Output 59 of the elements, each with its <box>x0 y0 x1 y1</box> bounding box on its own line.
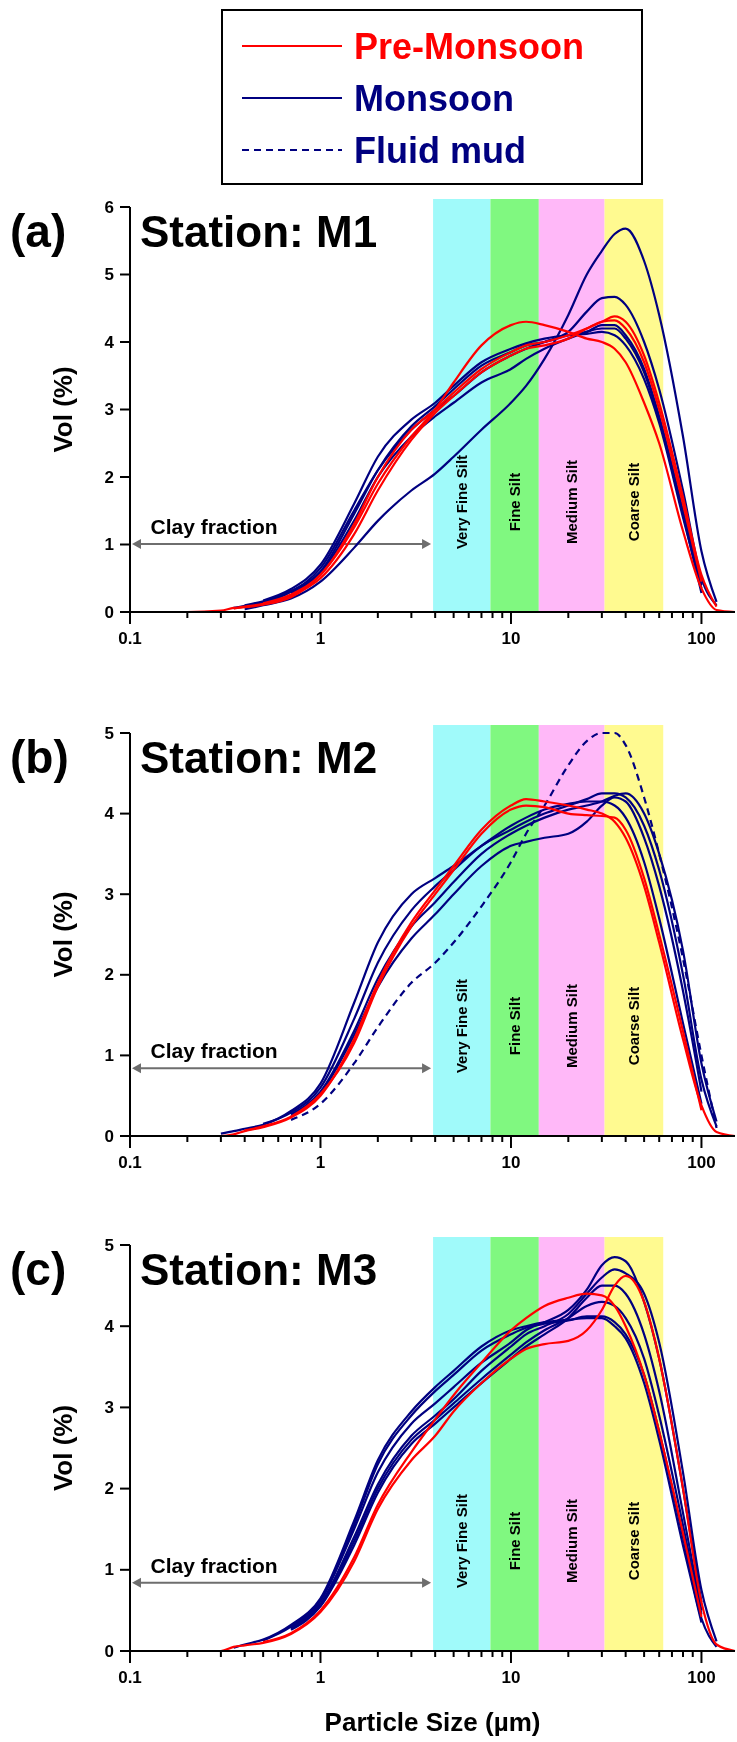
x-tick-label: 100 <box>687 1153 716 1172</box>
chart-title: Station: M2 <box>140 733 378 782</box>
y-tick-label: 0 <box>104 602 114 622</box>
x-tick-label: 0.1 <box>118 629 142 648</box>
band-label: Coarse Silt <box>625 462 643 542</box>
y-tick-label: 4 <box>104 332 115 352</box>
band-label: Very Fine Silt <box>453 1493 471 1589</box>
legend-label: Pre-Monsoon <box>354 25 584 67</box>
y-tick-label: 4 <box>104 804 115 824</box>
y-tick-label: 1 <box>104 535 114 554</box>
band-label: Fine Silt <box>506 996 524 1056</box>
y-tick-label: 5 <box>104 265 114 284</box>
text: Fluid mud <box>354 129 526 171</box>
y-tick-label: 2 <box>104 965 114 985</box>
y-tick-label: 3 <box>104 884 114 904</box>
band-label: Medium Silt <box>563 1498 581 1584</box>
x-tick-label: 100 <box>687 1668 716 1687</box>
x-tick-label: 10 <box>501 1668 521 1687</box>
chart-title: Station: M1 <box>140 207 378 256</box>
x-tick-label: 10 <box>501 629 521 648</box>
y-tick-label: 2 <box>104 467 114 487</box>
y-tick-label: 3 <box>104 400 114 419</box>
y-tick-label: 6 <box>104 197 114 217</box>
y-tick-label: 1 <box>104 1560 114 1580</box>
y-tick-label: 4 <box>104 1316 115 1336</box>
band-label: Very Fine Silt <box>453 978 471 1074</box>
chart-subtitle: (c) <box>10 1243 67 1295</box>
y-tick-label: 2 <box>104 1479 114 1499</box>
y-axis-title: Vol (%) <box>48 1404 78 1492</box>
annotation: Clay fraction <box>150 1553 278 1577</box>
legend-label: Monsoon <box>354 77 514 119</box>
band-label: Medium Silt <box>563 459 581 545</box>
y-tick-label: 0 <box>104 1641 114 1661</box>
annotation: Clay fraction <box>150 1039 278 1063</box>
annotation: Clay fraction <box>150 514 278 538</box>
y-tick-label: 5 <box>104 1235 114 1255</box>
x-tick-label: 10 <box>501 1153 521 1172</box>
band-label: Medium Silt <box>563 983 581 1069</box>
band-label: Fine Silt <box>506 472 524 532</box>
y-axis-title: Vol (%) <box>48 891 78 978</box>
x-tick-label: 0.1 <box>118 1668 142 1687</box>
band-label: Coarse Silt <box>625 986 643 1066</box>
y-tick-label: 0 <box>104 1126 114 1146</box>
band-label: Coarse Silt <box>625 1501 643 1581</box>
x-tick-label: 1 <box>315 1153 326 1172</box>
chart-subtitle: (a) <box>10 205 67 257</box>
x-axis-title: Particle Size (µm) <box>324 1707 541 1737</box>
x-tick-label: 100 <box>687 629 716 648</box>
y-tick-label: 5 <box>104 723 114 743</box>
x-tick-label: 1 <box>315 1668 326 1687</box>
x-tick-label: 1 <box>315 629 326 648</box>
y-axis-title: Vol (%) <box>48 366 78 453</box>
chart-title: Station: M3 <box>140 1245 378 1294</box>
y-tick-label: 3 <box>104 1397 114 1417</box>
chart-subtitle: (b) <box>10 731 69 783</box>
x-tick-label: 0.1 <box>118 1153 142 1172</box>
y-tick-label: 1 <box>104 1045 114 1065</box>
band-label: Very Fine Silt <box>453 454 471 550</box>
band-label: Fine Silt <box>506 1511 524 1571</box>
